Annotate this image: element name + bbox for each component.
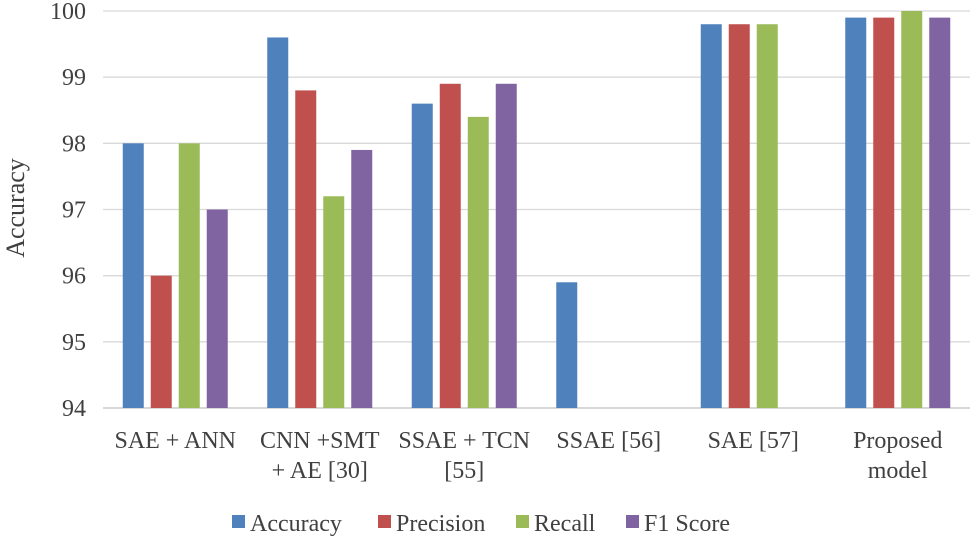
y-tick-label: 96 xyxy=(62,264,86,290)
legend-swatch xyxy=(378,515,391,528)
bar-f1-score xyxy=(495,83,517,409)
bar-precision xyxy=(439,83,461,409)
x-category-label: SSAE [56] xyxy=(556,428,661,454)
bar-precision xyxy=(873,17,895,408)
legend-swatch xyxy=(232,515,245,528)
x-category-label: [55] xyxy=(444,458,484,484)
bar-accuracy xyxy=(556,282,578,408)
bar-accuracy xyxy=(411,103,433,408)
y-axis-title: Accuracy xyxy=(1,158,30,258)
y-tick-label: 99 xyxy=(62,65,86,91)
legend-label: Recall xyxy=(534,511,596,537)
bar-precision xyxy=(295,90,317,409)
bar-accuracy xyxy=(700,24,722,408)
x-category-label: SAE + ANN xyxy=(114,428,236,454)
bar-f1-score xyxy=(351,149,373,408)
x-category-label: SSAE + TCN xyxy=(398,428,530,454)
legend-swatch xyxy=(516,515,529,528)
bar-recall xyxy=(901,11,923,408)
bar-precision xyxy=(150,275,172,408)
bar-recall xyxy=(756,24,778,408)
legend-swatch xyxy=(626,515,639,528)
bar-accuracy xyxy=(267,37,289,408)
y-axis-ticks: 94 95 96 97 98 99 100 xyxy=(50,0,86,422)
legend-label: F1 Score xyxy=(644,511,730,537)
y-tick-label: 95 xyxy=(62,330,86,356)
gridlines xyxy=(103,10,970,409)
bar-accuracy xyxy=(845,17,867,408)
y-tick-label: 100 xyxy=(50,0,86,25)
x-category-label: SAE [57] xyxy=(708,428,799,454)
bar-accuracy xyxy=(122,143,144,409)
y-tick-label: 98 xyxy=(62,131,86,157)
y-tick-label: 97 xyxy=(62,198,86,224)
bar-f1-score xyxy=(929,17,951,408)
x-category-label: model xyxy=(868,458,928,484)
x-axis-category-labels: SAE + ANN CNN +SMT + AE [30] SSAE + TCN [55]… xyxy=(114,428,942,484)
x-category-label: Proposed xyxy=(853,428,942,454)
x-category-label: + AE [30] xyxy=(272,458,368,484)
legend-label: Accuracy xyxy=(250,511,342,537)
bar-recall xyxy=(323,196,345,408)
bar-recall xyxy=(467,116,489,408)
x-category-label: CNN +SMT xyxy=(260,428,380,454)
legend-label: Precision xyxy=(396,511,485,537)
bar-recall xyxy=(178,143,200,409)
y-tick-label: 94 xyxy=(62,396,86,422)
bar-precision xyxy=(728,24,750,408)
bars xyxy=(122,11,951,409)
legend: Accuracy Precision Recall F1 Score xyxy=(232,511,730,537)
bar-f1-score xyxy=(206,209,228,408)
